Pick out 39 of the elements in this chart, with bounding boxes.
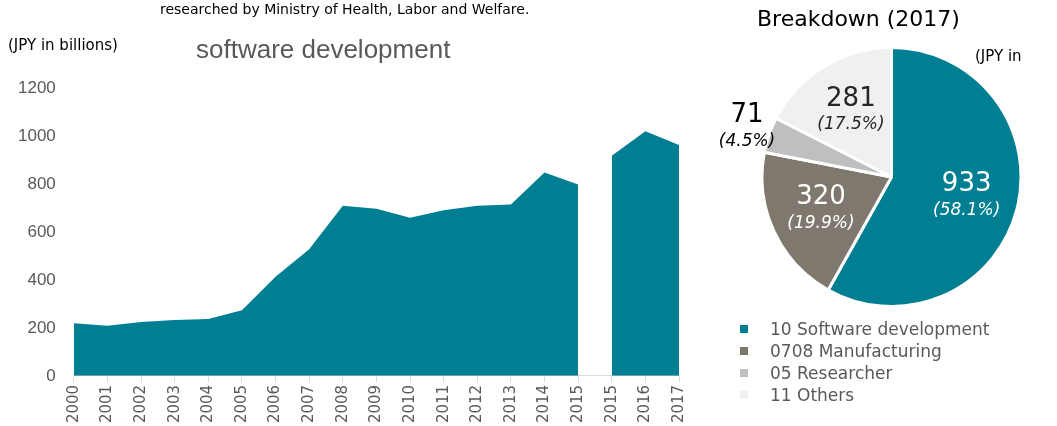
x-tick-label: 2015 — [568, 384, 587, 424]
legend-label: 05 Researcher — [770, 363, 893, 383]
x-tick-label: 2008 — [332, 384, 351, 424]
x-tick-label: 2007 — [299, 384, 318, 424]
y-axis-title: (JPY in billions) — [8, 36, 118, 54]
x-tick-label: 2013 — [500, 384, 519, 424]
y-tick-label: 1200 — [17, 77, 56, 97]
x-tick-label: 2014 — [534, 384, 553, 424]
chart-title: Breakdown (2017) — [757, 6, 960, 31]
data-label: 281 (17.5%) — [817, 81, 885, 134]
legend-label: 0708 Manufacturing — [770, 341, 942, 361]
text: (JPY in — [975, 47, 1022, 65]
y-tick-label: 0 — [46, 365, 56, 385]
y-tick-label: 600 — [27, 221, 56, 241]
x-tick-label: 2002 — [130, 384, 149, 424]
x-tick-label: 2011 — [433, 384, 452, 424]
legend-label: 11 Others — [770, 385, 855, 405]
y-tick-label: 800 — [27, 173, 56, 193]
legend-label: 10 Software development — [770, 319, 990, 339]
x-tick-label: 2017 — [668, 384, 687, 424]
y-tick-label: 400 — [27, 269, 56, 289]
text: researched by Ministry of Health, Labor and Welfare. — [160, 1, 530, 17]
x-tick-label: 2004 — [198, 384, 217, 424]
chart-title: software development — [196, 34, 451, 65]
x-tick-label: 2010 — [399, 384, 418, 424]
x-tick-label: 2015 — [601, 384, 620, 424]
x-tick-label: 2016 — [635, 384, 654, 424]
data-label: 320 (19.9%) — [787, 180, 855, 233]
x-tick-label: 2001 — [97, 384, 116, 424]
data-label: 71 (4.5%) — [718, 97, 776, 150]
y-tick-label: 200 — [27, 317, 56, 337]
x-tick-label: 2006 — [265, 384, 284, 424]
x-tick-label: 2000 — [63, 384, 82, 424]
data-label: 933 (58.1%) — [933, 167, 1001, 220]
x-tick-label: 2003 — [164, 384, 183, 424]
y-tick-label: 1000 — [17, 125, 56, 145]
x-tick-label: 2005 — [231, 384, 250, 424]
x-tick-label: 2012 — [467, 384, 486, 424]
x-tick-label: 2009 — [366, 384, 385, 424]
